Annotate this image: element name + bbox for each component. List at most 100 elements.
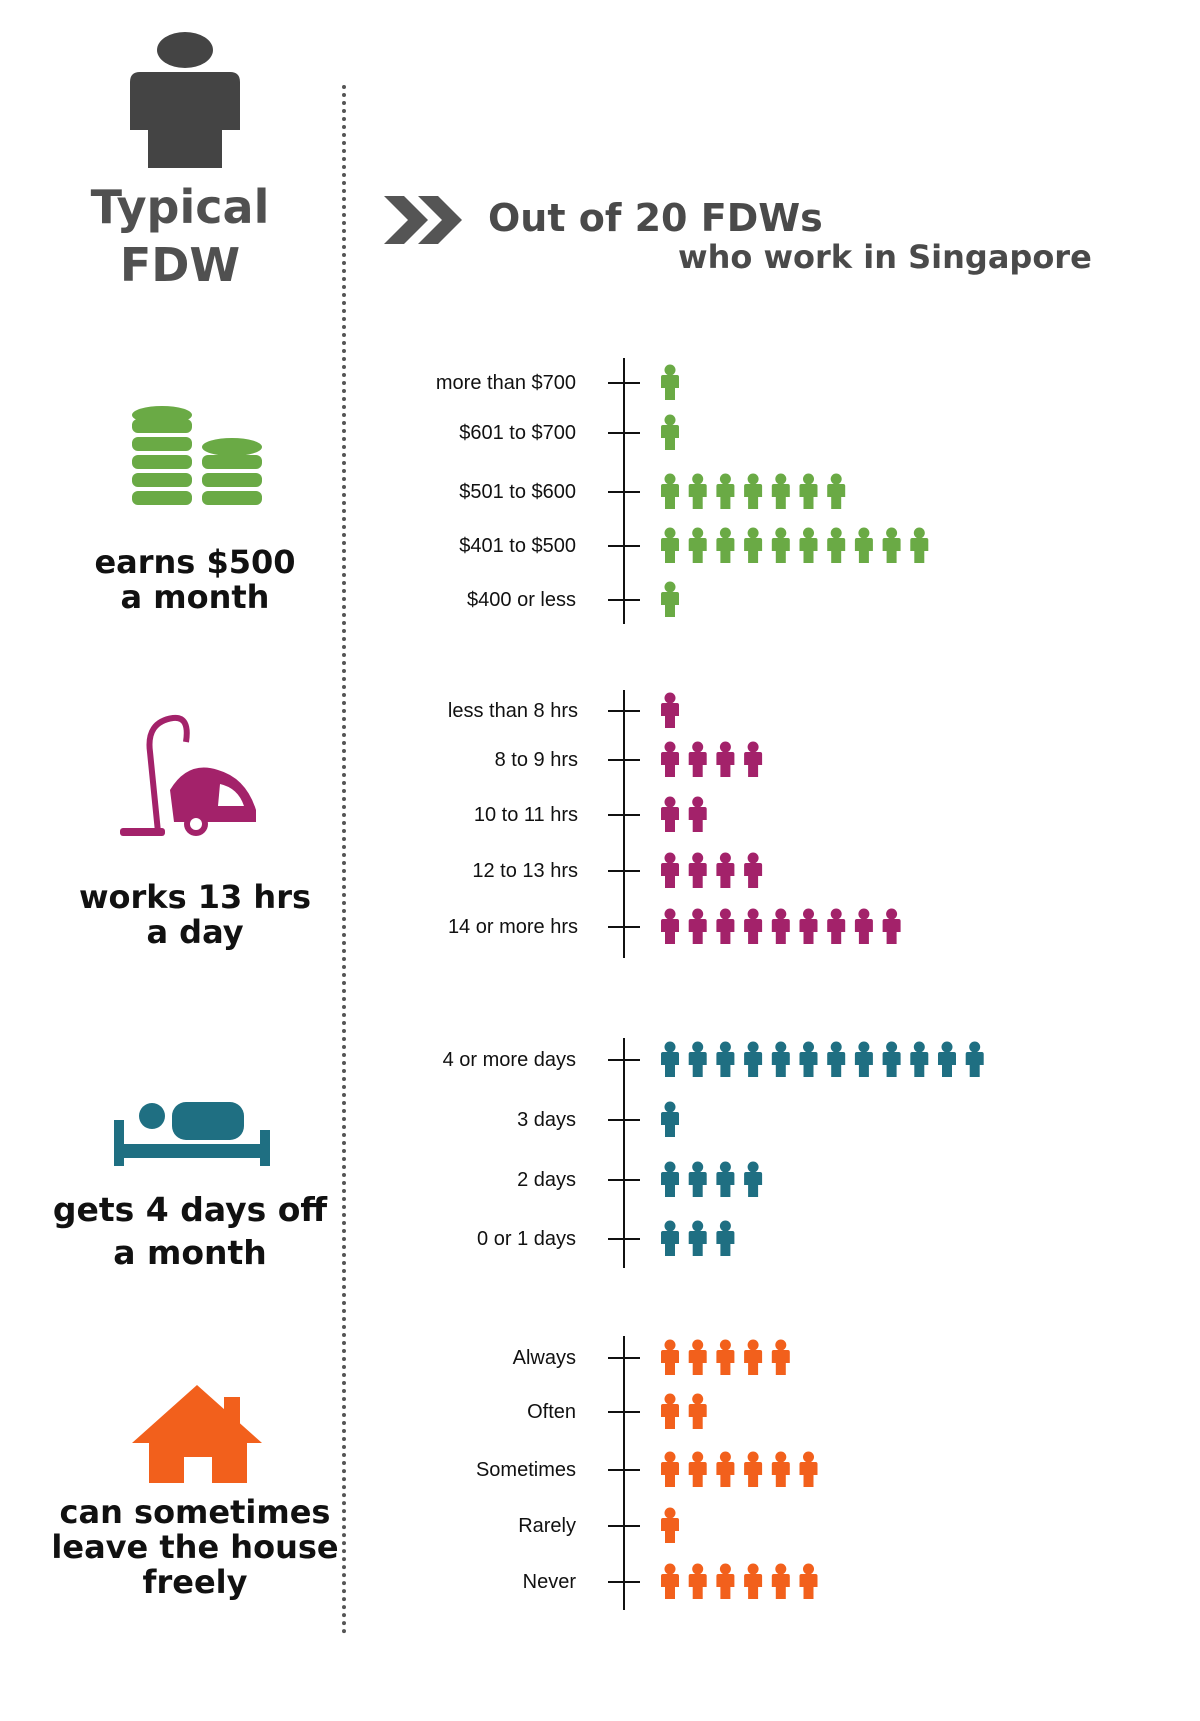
person-icon [799, 1041, 818, 1077]
leave-bar-2 [661, 1393, 707, 1429]
person-icon [716, 1451, 735, 1487]
person-icon [661, 1339, 679, 1375]
days-off-bar-2 [661, 1101, 679, 1137]
person-icon [716, 527, 735, 563]
person-icon [744, 1041, 763, 1077]
hours-bar-1 [661, 692, 679, 728]
person-icon [716, 1563, 735, 1599]
person-icon [661, 741, 679, 777]
salary-label-1: more than $700 [435, 372, 576, 394]
person-icon [744, 852, 763, 888]
hours-bar-5 [661, 908, 901, 944]
leave-caption: can sometimes leave the house freely [51, 1493, 339, 1601]
person-icon [661, 473, 679, 509]
person-icon [661, 1161, 679, 1197]
salary-bar-1 [661, 364, 679, 400]
person-icon [661, 414, 679, 450]
person-icon [827, 527, 846, 563]
person-icon [661, 1507, 679, 1543]
leave-bar-1 [661, 1339, 790, 1375]
person-icon [661, 692, 679, 728]
leave-bar-3 [661, 1451, 818, 1487]
leave-label-1: Always [512, 1347, 576, 1369]
person-icon [744, 527, 763, 563]
person-icon [661, 1393, 679, 1429]
person-icon [744, 741, 763, 777]
person-icon [882, 908, 901, 944]
person-icon [744, 1451, 763, 1487]
person-icon [716, 1161, 735, 1197]
person-icon [771, 1563, 790, 1599]
person-icon [688, 852, 707, 888]
person-icon [771, 1451, 790, 1487]
hours-label-4: 12 to 13 hrs [472, 860, 578, 882]
salary-label-3: $501 to $600 [459, 481, 576, 503]
person-icon [882, 527, 901, 563]
person-icon [688, 1041, 707, 1077]
coin-stack-icon [132, 406, 262, 505]
leave-label-2: Often [527, 1401, 576, 1423]
person-icon [661, 364, 679, 400]
days-off-label-3: 2 days [517, 1169, 576, 1191]
person-icon [744, 1563, 763, 1599]
person-icon [827, 908, 846, 944]
person-icon [688, 741, 707, 777]
person-icon [716, 1041, 735, 1077]
person-icon [716, 908, 735, 944]
hours-bar-4 [661, 852, 763, 888]
days-off-caption: gets 4 days off a month [52, 1190, 328, 1272]
person-icon [130, 32, 240, 168]
person-icon [799, 908, 818, 944]
person-icon [688, 1563, 707, 1599]
person-icon [661, 908, 679, 944]
title-line-2: FDW [119, 238, 241, 292]
salary-label-5: $400 or less [467, 589, 576, 611]
person-icon [799, 473, 818, 509]
salary-bar-2 [661, 414, 679, 450]
salary-bar-5 [661, 581, 679, 617]
person-icon [661, 581, 679, 617]
person-icon [771, 527, 790, 563]
days-off-bar-4 [661, 1220, 735, 1256]
person-icon [688, 473, 707, 509]
salary-label-2: $601 to $700 [459, 422, 576, 444]
title-line-1: Typical [90, 180, 270, 234]
person-icon [854, 1041, 873, 1077]
days-off-label-1: 4 or more days [442, 1049, 576, 1071]
salary-caption: earns $500 a month [94, 543, 296, 616]
house-icon [132, 1385, 262, 1483]
person-icon [771, 1041, 790, 1077]
person-icon [661, 527, 679, 563]
salary-label-4: $401 to $500 [459, 535, 576, 557]
typical-fdw-title: Typical FDW [60, 178, 300, 294]
salary-bar-4 [661, 527, 929, 563]
person-icon [965, 1041, 984, 1077]
person-icon [799, 1563, 818, 1599]
person-icon [716, 741, 735, 777]
days-off-label-2: 3 days [517, 1109, 576, 1131]
person-icon [827, 1041, 846, 1077]
person-icon [854, 908, 873, 944]
person-icon [771, 1339, 790, 1375]
person-icon [688, 796, 707, 832]
person-icon [688, 1220, 707, 1256]
person-icon [744, 1161, 763, 1197]
leave-label-3: Sometimes [475, 1459, 576, 1481]
person-icon [688, 527, 707, 563]
person-icon [716, 1220, 735, 1256]
person-icon [771, 473, 790, 509]
person-icon [661, 1451, 679, 1487]
person-icon [744, 1339, 763, 1375]
hours-bar-2 [661, 741, 763, 777]
person-icon [882, 1041, 901, 1077]
days-off-bar-3 [661, 1161, 763, 1197]
days-off-label-4: 0 or 1 days [477, 1228, 576, 1250]
person-icon [938, 1041, 956, 1077]
person-icon [661, 1563, 679, 1599]
days-off-bar-1 [661, 1041, 984, 1077]
leave-bar-5 [661, 1563, 818, 1599]
person-icon [716, 1339, 735, 1375]
header-title: Out of 20 FDWs [488, 196, 823, 240]
person-icon [688, 908, 707, 944]
hours-label-1: less than 8 hrs [447, 700, 578, 722]
